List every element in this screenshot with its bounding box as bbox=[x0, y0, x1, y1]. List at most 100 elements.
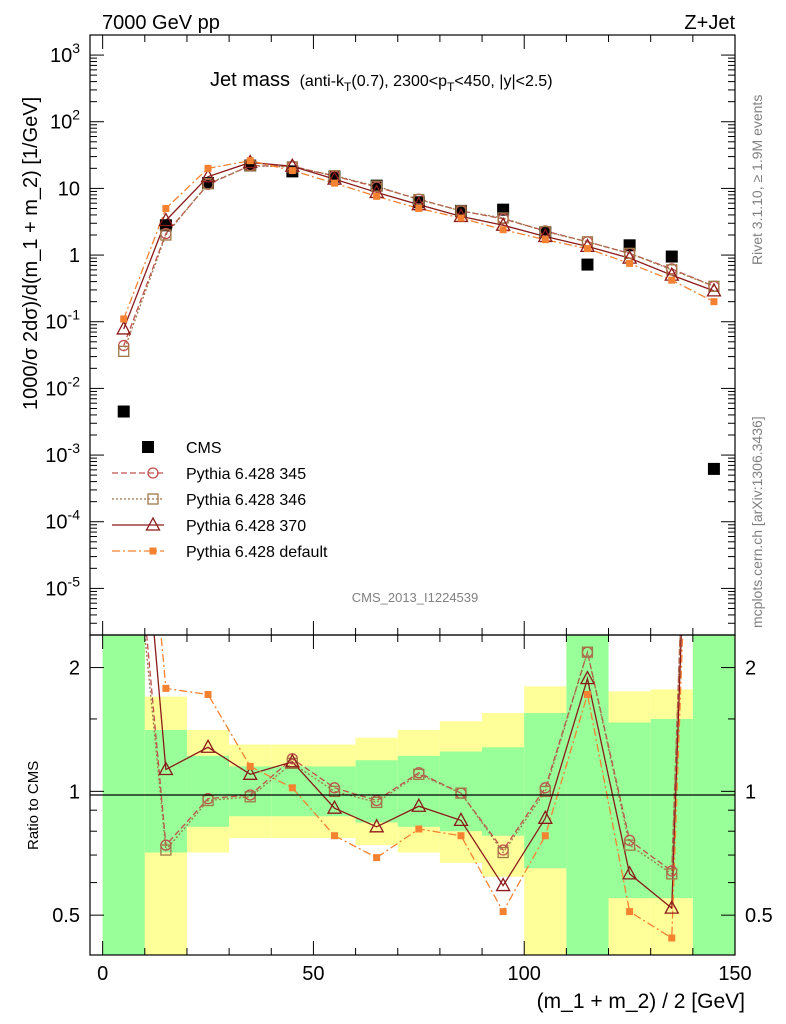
band-inner-2 bbox=[186, 755, 230, 827]
legend: CMS Pythia 6.428 345 Pythia 6.428 346 Pythi… bbox=[112, 440, 328, 561]
main-point-pdefault-8 bbox=[457, 214, 465, 222]
legend-marker-pdefault bbox=[149, 547, 157, 555]
y-axis-label: 1000/σ 2dσ)/d(m_1 + m_2) [1/GeV] bbox=[20, 97, 42, 410]
ratio-point-p370-11 bbox=[579, 670, 596, 685]
ratio-point-p370-8 bbox=[453, 812, 469, 827]
title-sub-t2: T bbox=[447, 80, 455, 94]
main-point-cms-13 bbox=[665, 250, 678, 263]
ratio-point-p346-12 bbox=[623, 839, 636, 851]
main-point-p370-0 bbox=[116, 320, 132, 335]
ratio-point-p370-13 bbox=[664, 899, 680, 914]
ratio-point-p370-7 bbox=[411, 797, 427, 812]
ratio-point-p346-9 bbox=[497, 846, 509, 859]
main-point-p346-0 bbox=[118, 345, 130, 357]
main-ytick-label-7: 102 bbox=[50, 107, 80, 134]
mcplots-label: mcplots.cern.ch [arXiv:1306.3436] bbox=[749, 416, 765, 628]
ratio-ytick-label-right-1: 1 bbox=[745, 781, 756, 803]
main-point-p346-2 bbox=[202, 177, 214, 190]
ratio-point-pdefault-13 bbox=[668, 934, 676, 942]
main-point-pdefault-4 bbox=[288, 167, 296, 175]
ratio-uncertainty-bands bbox=[102, 635, 735, 955]
main-point-p346-12 bbox=[623, 247, 636, 260]
main-ytick-label-4: 10-1 bbox=[45, 307, 80, 334]
ratio-point-pdefault-1 bbox=[162, 684, 170, 692]
ratio-point-p370-2 bbox=[200, 738, 216, 753]
ratio-point-p370-0 bbox=[117, 278, 130, 290]
main-point-pdefault-9 bbox=[499, 226, 507, 234]
ratio-point-p346-10 bbox=[539, 785, 551, 798]
main-ytick-label-3: 10-2 bbox=[45, 373, 80, 400]
xtick-label-3: 150 bbox=[718, 963, 751, 985]
legend-marker-p370 bbox=[145, 516, 161, 531]
ratio-line-p370 bbox=[153, 635, 682, 910]
process-label: Z+Jet bbox=[684, 12, 735, 34]
ratio-point-p346-6 bbox=[371, 796, 383, 809]
ratio-point-p370-10 bbox=[537, 809, 553, 824]
energy-label: 7000 GeV pp bbox=[102, 12, 220, 34]
title-detail3: <450, |y|<2.5) bbox=[454, 73, 552, 90]
ratio-point-pdefault-3 bbox=[246, 762, 254, 770]
band-inner-8 bbox=[439, 751, 483, 832]
ratio-point-p370-5 bbox=[326, 799, 343, 814]
ratio-ytick-label-right-0: 0.5 bbox=[745, 905, 773, 927]
main-point-cms-12 bbox=[623, 239, 636, 252]
main-point-cms-11 bbox=[581, 258, 594, 271]
main-ytick-label-5: 1 bbox=[69, 245, 80, 267]
ratio-point-pdefault-7 bbox=[415, 825, 423, 833]
ratio-point-pdefault-0 bbox=[120, 220, 127, 227]
ratio-point-pdefault-2 bbox=[204, 690, 212, 698]
ratio-ytick-label-left-0: 0.5 bbox=[52, 905, 80, 927]
legend-label-pdefault: Pythia 6.428 default bbox=[186, 544, 328, 561]
main-point-cms-14 bbox=[707, 462, 720, 475]
main-ytick-label-0: 10-5 bbox=[45, 573, 80, 600]
main-point-p370-14 bbox=[706, 282, 722, 297]
ratio-ytick-label-left-2: 2 bbox=[69, 658, 80, 680]
main-point-pdefault-14 bbox=[710, 298, 718, 306]
legend-marker-p345 bbox=[147, 467, 159, 479]
ratio-ytick-label-left-1: 1 bbox=[69, 781, 80, 803]
main-point-p346-6 bbox=[371, 180, 383, 192]
main-series-markers bbox=[116, 154, 722, 475]
ratio-y-axis-label: Ratio to CMS bbox=[25, 761, 42, 850]
main-point-pdefault-1 bbox=[162, 204, 170, 212]
xtick-label-0: 0 bbox=[97, 963, 108, 985]
main-point-p346-1 bbox=[160, 229, 172, 241]
xtick-label-2: 100 bbox=[508, 963, 541, 985]
ratio-point-p346-5 bbox=[328, 785, 341, 798]
main-point-p370-1 bbox=[158, 212, 174, 227]
main-line-pdefault bbox=[123, 160, 715, 320]
main-point-p346-13 bbox=[666, 264, 678, 276]
main-point-pdefault-13 bbox=[668, 276, 676, 284]
ratio-point-pdefault-11 bbox=[583, 690, 591, 698]
ratio-point-p346-11 bbox=[581, 646, 594, 658]
main-point-pdefault-5 bbox=[331, 179, 339, 187]
ratio-point-pdefault-8 bbox=[457, 832, 465, 840]
ratio-line-p346 bbox=[144, 635, 681, 876]
main-y-ticks: 10-5 10-4 10-3 10-2 10-1 1 10 102 103 bbox=[45, 40, 735, 636]
main-ytick-label-6: 10 bbox=[58, 178, 80, 200]
band-inner-1 bbox=[144, 729, 187, 853]
legend-label-cms: CMS bbox=[186, 440, 222, 457]
main-title: Jet mass (anti-kT(0.7), 2300<pT<450, |y|… bbox=[210, 69, 553, 94]
title-detail2: (0.7), 2300<p bbox=[351, 73, 447, 90]
main-point-pdefault-11 bbox=[583, 245, 591, 253]
title-detail: (anti-k bbox=[300, 73, 345, 90]
ratio-point-pdefault-12 bbox=[626, 908, 634, 916]
main-point-p346-7 bbox=[413, 193, 425, 206]
band-inner-6 bbox=[355, 760, 398, 823]
legend-label-p345: Pythia 6.428 345 bbox=[186, 466, 306, 483]
main-point-pdefault-12 bbox=[626, 259, 634, 267]
legend-label-p370: Pythia 6.428 370 bbox=[186, 518, 306, 535]
ratio-y-ticks: 0.5 0.5 1 1 2 2 bbox=[52, 658, 773, 928]
ratio-point-p346-13 bbox=[666, 868, 678, 880]
ratio-point-p370-1 bbox=[158, 761, 174, 776]
ratio-point-pdefault-6 bbox=[373, 854, 381, 862]
analysis-id: CMS_2013_I1224539 bbox=[352, 590, 479, 605]
main-point-p346-9 bbox=[497, 212, 509, 224]
ratio-line-p345 bbox=[146, 635, 681, 873]
main-point-p346-14 bbox=[708, 280, 720, 292]
xtick-label-1: 50 bbox=[302, 963, 324, 985]
ratio-point-pdefault-4 bbox=[288, 784, 296, 792]
rivet-label: Rivet 3.1.10, ≥ 1.9M events bbox=[749, 95, 765, 265]
